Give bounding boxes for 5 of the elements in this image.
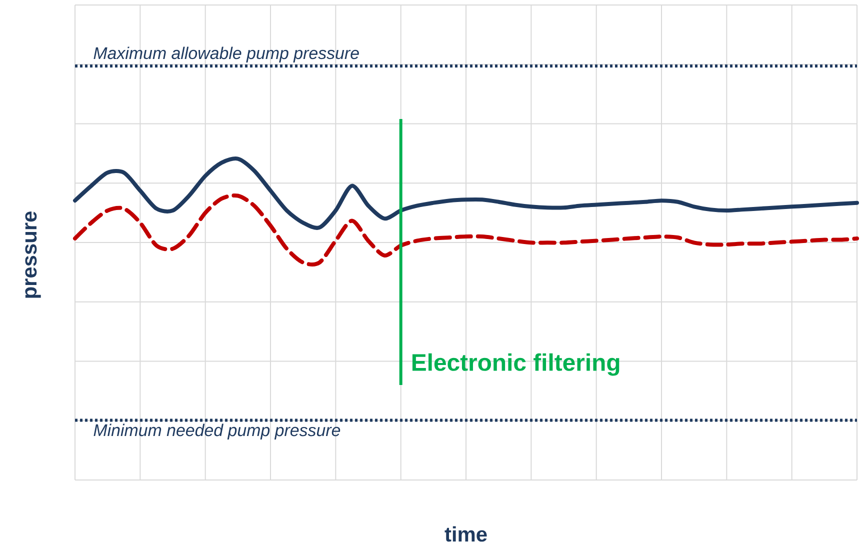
annotation: Electronic filtering: [412, 353, 620, 376]
ref-line-label: Minimum needed pump pressure: [94, 424, 340, 440]
ref-line-label: Maximum allowable pump pressure: [94, 46, 359, 62]
y-axis-title: pressure: [25, 212, 41, 298]
x-axis-title: time: [444, 526, 487, 542]
